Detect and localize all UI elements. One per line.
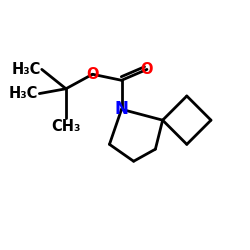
Text: CH₃: CH₃ [51,119,81,134]
Text: N: N [114,100,128,118]
Text: H₃C: H₃C [9,86,38,101]
Text: O: O [141,62,153,77]
Text: H₃C: H₃C [11,62,40,77]
Text: O: O [86,67,99,82]
